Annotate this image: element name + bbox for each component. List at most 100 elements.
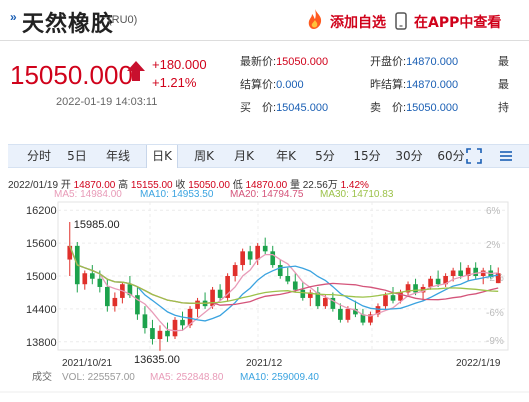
tab-9[interactable]: 30分 xyxy=(395,149,423,163)
settle-value: 0.000 xyxy=(276,79,304,91)
settle-row: 结算价:0.000 xyxy=(240,76,304,92)
candle-body xyxy=(300,289,306,298)
candle-body xyxy=(180,319,185,326)
candle-body xyxy=(172,319,178,337)
tab-8[interactable]: 15分 xyxy=(353,149,381,163)
tab-7[interactable]: 5分 xyxy=(315,149,335,163)
phone-icon[interactable] xyxy=(395,12,407,30)
fire-icon[interactable] xyxy=(304,8,326,30)
col3-row2: 最 xyxy=(498,79,509,91)
ohlc-open-label: 开 xyxy=(60,180,71,191)
candle-body xyxy=(105,286,110,307)
candle-body xyxy=(82,273,88,285)
latest-label: 最新价: xyxy=(240,56,277,68)
candle-body xyxy=(89,273,95,279)
candle-body xyxy=(353,308,358,315)
ohlc-close: 15050.00 xyxy=(188,180,230,191)
title-arrow-icon: » xyxy=(10,10,17,24)
bid-row: 买 价:15045.000 xyxy=(240,99,328,115)
prev-settle-label: 昨结算: xyxy=(370,79,407,91)
volume-ma5: MA5: 252848.80 xyxy=(150,372,224,383)
prev-settle-value: 14870.000 xyxy=(406,79,459,91)
volume-value: VOL: 225557.00 xyxy=(62,372,135,383)
candle-body xyxy=(225,276,230,298)
page-title: 天然橡胶 xyxy=(22,12,115,37)
candle-body xyxy=(255,245,261,260)
ask-row: 卖 价:15050.000 xyxy=(370,99,458,115)
tab-1[interactable]: 5日 xyxy=(67,149,87,163)
low-annotation: 13635.00 xyxy=(134,354,180,366)
candle-body xyxy=(458,270,463,276)
y-tick-label: 15600 xyxy=(26,238,57,250)
candle-body xyxy=(97,278,103,287)
y-right-tick-label: 6% xyxy=(486,206,501,217)
tab-2[interactable]: 年线 xyxy=(105,149,130,163)
candle-body xyxy=(285,276,291,282)
candle-body xyxy=(240,251,245,266)
open-value: 14870.000 xyxy=(406,56,459,68)
ohlc-vol: 22.56万 xyxy=(302,180,338,191)
y-right-tick-label: -2% xyxy=(486,273,504,284)
candle-body xyxy=(142,314,148,329)
candle-body xyxy=(217,289,223,298)
latest-value: 15050.000 xyxy=(276,56,329,68)
ma-line-ma30 xyxy=(69,245,499,304)
open-row: 开盘价:14870.000 xyxy=(370,53,458,69)
candle-body xyxy=(270,251,276,266)
ohlc-vol-label: 量 xyxy=(289,180,300,191)
ma30-legend: MA30: 14710.83 xyxy=(320,189,394,200)
x-tick-label: 2021/12 xyxy=(246,358,283,369)
x-tick-label: 2021/10/21 xyxy=(62,358,112,369)
candle-body xyxy=(135,295,140,315)
col3-row3: 持 xyxy=(498,102,509,114)
candle-body xyxy=(247,251,253,260)
candle-body xyxy=(127,284,133,296)
open-in-app-link[interactable]: 在APP中查看 xyxy=(414,15,502,31)
latest-price-row: 最新价:15050.000 xyxy=(240,53,328,69)
ask-value: 15050.000 xyxy=(406,102,459,114)
divider xyxy=(0,40,529,41)
candle-body xyxy=(345,308,351,320)
tab-0[interactable]: 分时 xyxy=(26,149,51,163)
candle-body xyxy=(450,270,456,276)
col3-row1: 最 xyxy=(498,56,509,68)
y-right-tick-label: -6% xyxy=(486,308,504,319)
up-arrow-icon xyxy=(127,61,145,81)
change-percent: +1.21% xyxy=(152,75,197,90)
header: » 天然橡胶 (RU0) 添加自选 在APP中查看 xyxy=(0,0,529,40)
ohlc-summary: 2022/01/19 开 14870.00 高 15155.00 收 15050… xyxy=(8,176,369,191)
ohlc-high: 15155.00 xyxy=(130,180,173,191)
price-change: +180.000 +1.21% xyxy=(152,56,207,92)
ma10-legend: MA10: 14953.50 xyxy=(140,189,214,200)
ma20-legend: MA20: 14794.75 xyxy=(230,189,304,200)
bid-value: 15045.000 xyxy=(276,102,329,114)
candle-body xyxy=(390,295,396,301)
tab-5[interactable]: 月K xyxy=(234,149,254,163)
menu-icon[interactable] xyxy=(498,148,514,164)
tab-6[interactable]: 年K xyxy=(276,149,296,163)
y-tick-label: 15000 xyxy=(26,271,57,283)
tab-10[interactable]: 60分 xyxy=(437,149,465,163)
x-tick-label: 2022/1/19 xyxy=(456,358,501,369)
candle-body xyxy=(375,306,381,315)
tab-4[interactable]: 周K xyxy=(194,149,214,163)
candle-body xyxy=(465,267,471,276)
candle-body xyxy=(277,265,283,276)
candle-body xyxy=(262,245,268,252)
fullscreen-icon[interactable] xyxy=(466,148,482,164)
open-label: 开盘价: xyxy=(370,56,407,68)
ask-label: 卖 价: xyxy=(370,102,407,114)
settle-label: 结算价: xyxy=(240,79,277,91)
candle-body xyxy=(112,297,118,307)
y-tick-label: 13800 xyxy=(26,337,57,349)
candle-body xyxy=(473,267,479,276)
candle-body xyxy=(67,245,73,260)
candle-body xyxy=(150,328,155,340)
tab-3[interactable]: 日K xyxy=(146,145,178,168)
volume-ma10: MA10: 259009.40 xyxy=(240,372,319,383)
add-favorite-link[interactable]: 添加自选 xyxy=(330,15,386,31)
candle-body xyxy=(195,300,200,309)
last-price: 15050.000 xyxy=(10,60,133,90)
ohlc-low: 14870.00 xyxy=(245,180,288,191)
